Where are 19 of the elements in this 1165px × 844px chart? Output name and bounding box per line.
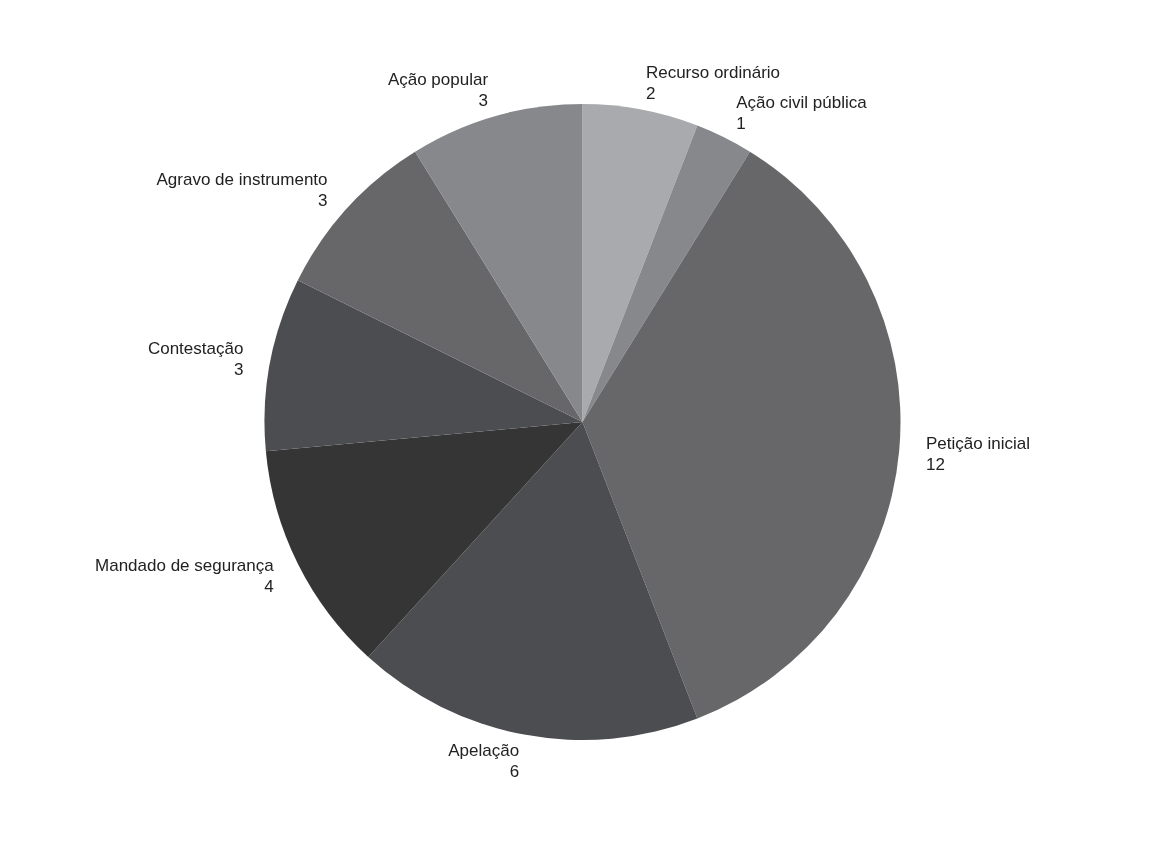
slice-label: Agravo de instrumento — [156, 169, 328, 189]
slice-label: Mandado de segurança — [95, 555, 275, 575]
slice-label: Ação popular — [387, 70, 489, 90]
data-label: 1 — [736, 114, 746, 134]
slice-label: Contestação — [147, 338, 244, 358]
pie-slice — [368, 422, 698, 740]
slice-label: Apelação — [448, 741, 520, 761]
data-label: 2 — [645, 83, 656, 103]
slice-label: Petição inicial — [926, 433, 1030, 453]
data-label: 12 — [926, 454, 945, 474]
data-label: 4 — [264, 576, 274, 596]
data-label: 3 — [318, 190, 328, 210]
data-label: 3 — [478, 91, 489, 111]
pie-slice — [264, 280, 583, 452]
data-label: 3 — [233, 359, 244, 379]
slice-label: Recurso ordinário — [645, 62, 781, 82]
slice-label: Ação civil pública — [736, 93, 868, 113]
data-label: 6 — [509, 762, 520, 782]
pie-slice — [582, 104, 698, 422]
